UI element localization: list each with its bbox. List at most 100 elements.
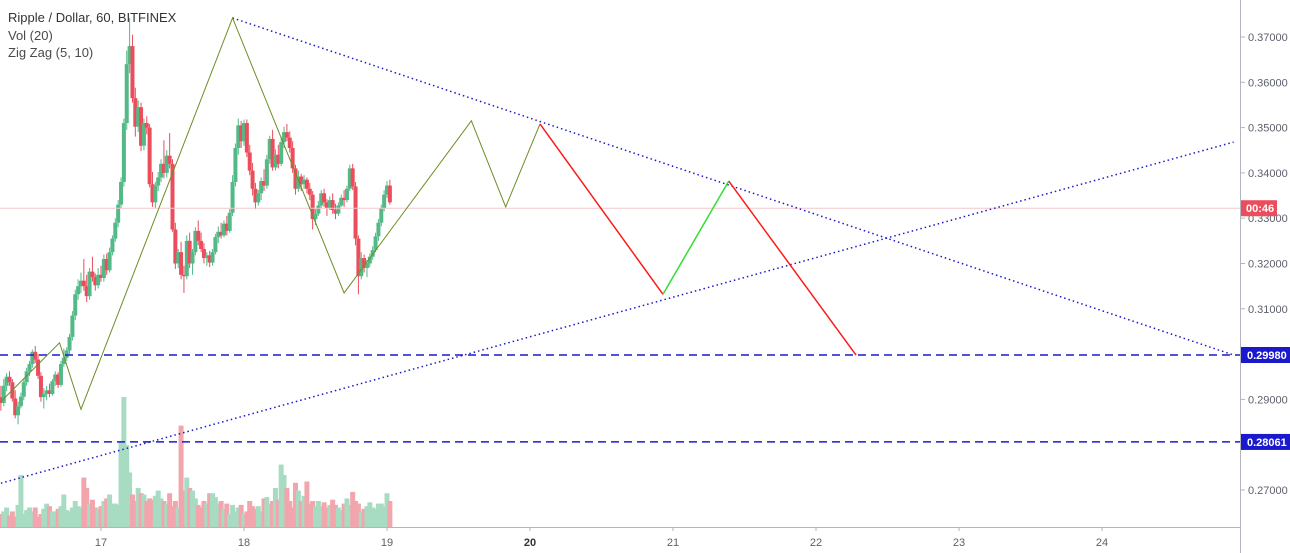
volume-bar <box>172 501 178 527</box>
volume-bar <box>64 510 70 527</box>
candle-body <box>339 197 344 206</box>
candle-body <box>336 205 341 214</box>
candle-body <box>219 231 224 236</box>
candle-body <box>99 274 103 278</box>
volume-bar <box>132 501 138 527</box>
volume-bar <box>15 504 21 527</box>
volume-bar <box>373 508 379 527</box>
projection-line <box>539 123 664 295</box>
countdown-tag-label: 00:46 <box>1246 203 1274 215</box>
candle-body <box>199 240 204 250</box>
candle-body <box>116 204 121 223</box>
volume-bar <box>204 503 210 527</box>
candle-body <box>30 351 35 365</box>
volume-bar <box>333 504 339 527</box>
volume-bar <box>221 508 227 527</box>
volume-bar <box>270 501 276 527</box>
candle-body <box>367 256 372 264</box>
volume-bar <box>287 501 293 527</box>
drawing-layer <box>0 16 1240 484</box>
candle-body <box>90 271 95 278</box>
candle-body <box>293 168 298 189</box>
candle-body <box>256 193 261 203</box>
volume-bar <box>149 499 155 527</box>
volume-bar <box>238 504 244 527</box>
level-price-tag <box>1241 347 1290 364</box>
candle-body <box>250 170 255 189</box>
zigzag-indicator-label[interactable]: Zig Zag (5, 10) <box>8 45 94 60</box>
candle-body <box>58 364 63 385</box>
candle-body <box>304 179 309 189</box>
candle-body <box>107 252 112 271</box>
candle-body <box>370 249 375 257</box>
volume-bar <box>192 498 198 527</box>
volume-bar <box>244 511 250 527</box>
candle-body <box>16 406 21 416</box>
volume-bar <box>358 511 364 527</box>
candle-body <box>307 188 312 195</box>
volume-bar <box>292 482 298 527</box>
candle-body <box>18 396 23 407</box>
candle-body <box>73 294 78 316</box>
volume-bar <box>55 508 61 527</box>
volume-bar <box>261 498 267 527</box>
candle-body <box>161 163 166 173</box>
candle-body <box>333 210 338 214</box>
candle-body <box>38 375 43 398</box>
volume-bar <box>384 493 390 527</box>
volume-bar <box>252 508 258 527</box>
volume-bar <box>230 504 236 527</box>
volume-bar <box>235 507 241 527</box>
volume-bar <box>344 498 350 527</box>
volume-bar <box>350 491 356 527</box>
volume-bar <box>184 477 190 527</box>
volume-bar <box>375 503 381 527</box>
volume-bar <box>29 511 35 527</box>
candle-body <box>4 376 9 386</box>
candle-body <box>204 255 209 259</box>
candle-body <box>67 336 72 351</box>
candle-body <box>322 193 327 203</box>
volume-indicator-label[interactable]: Vol (20) <box>8 27 53 43</box>
volume-bar <box>178 425 184 527</box>
volume-bar <box>112 503 118 527</box>
volume-bar <box>367 502 373 527</box>
candle-body <box>356 238 361 277</box>
candle-body <box>299 176 304 185</box>
volume-bar <box>38 514 44 527</box>
volume-bar <box>124 445 130 527</box>
volume-bar <box>212 497 218 527</box>
candle-body <box>382 194 387 209</box>
volume-bar <box>370 507 376 527</box>
volume-bar <box>107 494 113 527</box>
volume-bar <box>335 507 341 527</box>
volume-bar <box>227 514 233 527</box>
volume-bar <box>321 502 327 527</box>
candle-body <box>113 222 118 239</box>
zigzag-line <box>0 16 541 411</box>
volume-bar <box>1 511 7 527</box>
candle-body <box>290 147 295 169</box>
volume-bar <box>267 503 273 527</box>
volume-bar <box>338 510 344 527</box>
candle-body <box>216 231 221 238</box>
volume-bar <box>18 475 24 527</box>
volume-bar <box>290 507 296 527</box>
candle-body <box>201 249 206 259</box>
projection-line <box>728 180 857 356</box>
volume-bar <box>167 493 173 527</box>
candle-body <box>179 252 184 275</box>
symbol-title[interactable]: Ripple / Dollar, 60, BITFINEX <box>8 10 177 25</box>
volume-bar <box>378 503 384 527</box>
candle-body <box>159 163 164 178</box>
candle-body <box>36 359 41 376</box>
volume-bar <box>81 477 87 527</box>
price-tick-label: 0.32000 <box>1248 259 1288 271</box>
volume-bar <box>6 515 12 527</box>
candle-body <box>310 194 315 220</box>
candle-body <box>76 286 81 295</box>
volume-bar <box>224 503 230 527</box>
candle-body <box>167 155 172 164</box>
candle-body <box>93 277 98 286</box>
